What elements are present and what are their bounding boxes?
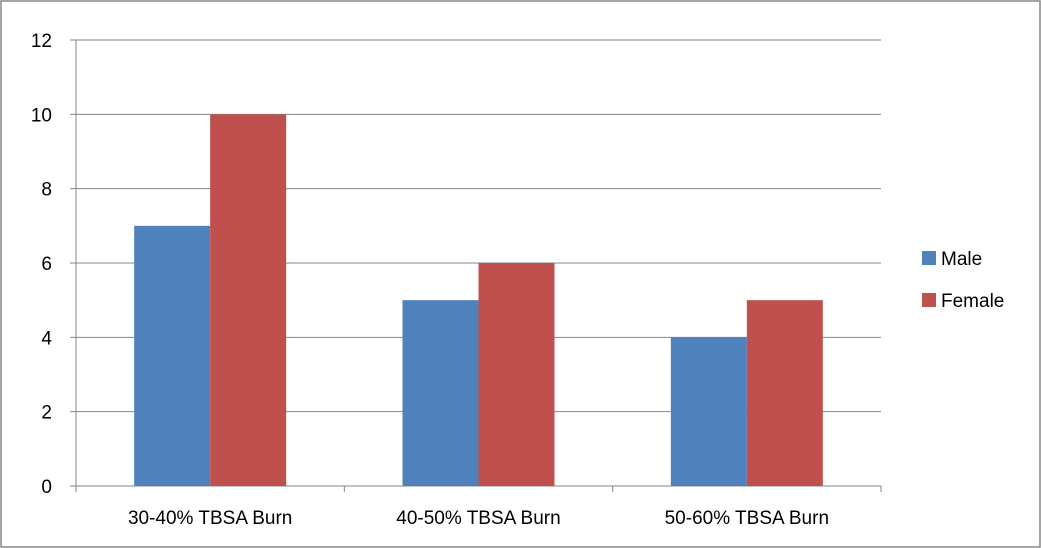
- legend-label-male: Male: [941, 249, 982, 270]
- bar-male-2: [670, 337, 747, 486]
- legend-swatch-female: [922, 293, 936, 307]
- bar-female-0: [210, 114, 287, 486]
- bar-male-1: [402, 300, 479, 486]
- x-tick-label: 40-50% TBSA Burn: [396, 508, 560, 529]
- tick-labels: 0 2 4 6 8 10 12 30-40% TBSA Burn 40-50% TBSA Bur…: [31, 31, 829, 529]
- y-tick-label: 12: [31, 31, 52, 52]
- bar-male-0: [134, 225, 211, 487]
- y-tick-label: 10: [31, 105, 52, 126]
- y-tick-label: 6: [41, 254, 52, 275]
- y-tick-label: 2: [41, 403, 52, 424]
- bars: [134, 114, 823, 487]
- x-tick-label: 30-40% TBSA Burn: [128, 508, 292, 529]
- legend: Male Female: [922, 249, 1004, 312]
- legend-swatch-male: [922, 251, 936, 265]
- bar-female-2: [746, 300, 823, 486]
- legend-label-female: Female: [941, 291, 1004, 312]
- y-tick-label: 0: [41, 477, 52, 498]
- x-tick-label: 50-60% TBSA Burn: [665, 508, 829, 529]
- y-tick-label: 8: [41, 180, 52, 201]
- bar-female-1: [478, 263, 555, 486]
- y-tick-label: 4: [41, 328, 52, 349]
